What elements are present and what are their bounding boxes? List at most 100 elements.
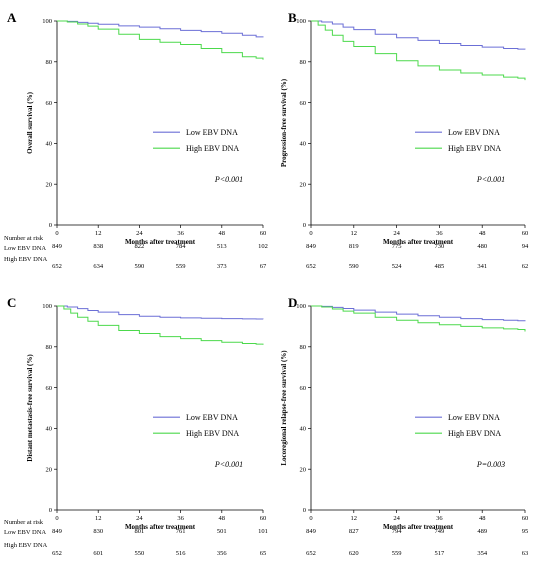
risk-count: 94: [522, 243, 529, 250]
y-tick-label: 40: [46, 141, 53, 148]
panel-letter: D: [288, 295, 297, 310]
x-tick-label: 12: [351, 230, 358, 237]
panel-d: D 0 20 40 60 80 100 0 12 24 36 48 60 Months after tre…: [280, 295, 528, 557]
panel-letter: A: [7, 10, 17, 25]
y-tick-label: 0: [303, 222, 306, 229]
risk-count: 830: [93, 528, 103, 535]
p-value: P<0.001: [214, 175, 243, 184]
p-value: P<0.001: [476, 175, 505, 184]
risk-count: 620: [349, 550, 359, 557]
y-tick-label: 20: [300, 181, 307, 188]
x-tick-label: 0: [55, 230, 58, 237]
y-axis-title: Overall survival (%): [26, 91, 34, 153]
x-tick-label: 24: [393, 230, 400, 237]
y-tick-label: 100: [42, 18, 52, 25]
risk-table-title: Number at risk: [4, 519, 44, 526]
risk-count: 819: [349, 243, 359, 250]
x-tick-label: 36: [436, 230, 443, 237]
risk-count: 550: [135, 550, 145, 557]
risk-count: 849: [306, 528, 316, 535]
risk-count: 501: [217, 528, 227, 535]
x-tick-label: 36: [177, 515, 184, 522]
x-axis-title: Months after treatment: [125, 523, 196, 531]
x-tick-label: 36: [436, 515, 443, 522]
legend-label: Low EBV DNA: [186, 128, 238, 137]
legend-label: High EBV DNA: [186, 144, 239, 153]
panel-letter: C: [7, 295, 16, 310]
x-axis-title: Months after treatment: [383, 238, 454, 246]
risk-count: 513: [217, 243, 227, 250]
series-line-high-ebv-dna: [311, 305, 526, 332]
y-tick-label: 60: [46, 385, 53, 392]
risk-count: 730: [435, 243, 445, 250]
series-line-low-ebv-dna: [311, 305, 526, 322]
legend-label: High EBV DNA: [186, 429, 239, 438]
y-tick-label: 0: [49, 507, 52, 514]
risk-count: 354: [477, 550, 488, 557]
risk-count: 849: [52, 528, 62, 535]
risk-count: 822: [135, 243, 145, 250]
y-tick-label: 80: [46, 59, 53, 66]
y-tick-label: 100: [296, 303, 306, 310]
risk-count: 652: [306, 550, 316, 557]
legend-label: High EBV DNA: [448, 144, 501, 153]
p-value: P=0.003: [476, 460, 505, 469]
y-tick-label: 40: [300, 141, 307, 148]
x-tick-label: 0: [309, 515, 312, 522]
x-tick-label: 60: [522, 515, 529, 522]
risk-count: 761: [176, 528, 186, 535]
y-axis-title: Locoregional relapse-free survival (%): [280, 350, 288, 466]
y-tick-label: 60: [300, 100, 307, 107]
risk-count: 801: [135, 528, 145, 535]
x-tick-label: 0: [309, 230, 312, 237]
risk-group-label: High EBV DNA: [4, 542, 48, 549]
risk-count: 838: [93, 243, 103, 250]
risk-count: 489: [477, 528, 487, 535]
risk-table-title: Number at risk: [4, 235, 44, 242]
risk-group-label: Low EBV DNA: [4, 245, 46, 252]
x-tick-label: 48: [479, 515, 486, 522]
y-tick-label: 80: [46, 344, 53, 351]
x-axis-title: Months after treatment: [383, 523, 454, 531]
y-tick-label: 40: [300, 426, 307, 433]
risk-count: 559: [176, 263, 186, 270]
risk-count: 62: [522, 263, 529, 270]
risk-count: 749: [435, 528, 445, 535]
legend-label: Low EBV DNA: [448, 413, 500, 422]
risk-count: 63: [522, 550, 529, 557]
y-tick-label: 20: [46, 181, 53, 188]
risk-count: 559: [392, 550, 402, 557]
series-line-high-ebv-dna: [57, 305, 264, 345]
series-line-low-ebv-dna: [57, 305, 264, 320]
y-tick-label: 40: [46, 426, 53, 433]
risk-count: 516: [176, 550, 187, 557]
panel-letter: B: [288, 10, 297, 25]
series-line-high-ebv-dna: [57, 20, 264, 60]
risk-count: 849: [52, 243, 62, 250]
p-value: P<0.001: [214, 460, 243, 469]
x-tick-label: 12: [95, 515, 102, 522]
y-tick-label: 0: [303, 507, 306, 514]
y-tick-label: 0: [49, 222, 52, 229]
x-tick-label: 0: [55, 515, 58, 522]
risk-count: 65: [260, 550, 267, 557]
y-axis-title: Progression-free survival (%): [280, 78, 288, 167]
x-tick-label: 12: [95, 230, 102, 237]
legend-label: Low EBV DNA: [186, 413, 238, 422]
x-tick-label: 48: [219, 230, 226, 237]
legend-label: Low EBV DNA: [448, 128, 500, 137]
x-tick-label: 12: [351, 515, 358, 522]
x-tick-label: 48: [479, 230, 486, 237]
risk-count: 590: [349, 263, 359, 270]
risk-count: 102: [258, 243, 268, 250]
x-tick-label: 24: [393, 515, 400, 522]
risk-count: 784: [176, 243, 187, 250]
series-line-low-ebv-dna: [57, 20, 264, 38]
x-tick-label: 60: [260, 230, 267, 237]
x-tick-label: 24: [136, 515, 143, 522]
series-line-high-ebv-dna: [311, 20, 526, 81]
risk-count: 480: [477, 243, 487, 250]
risk-count: 101: [258, 528, 268, 535]
x-tick-label: 36: [177, 230, 184, 237]
